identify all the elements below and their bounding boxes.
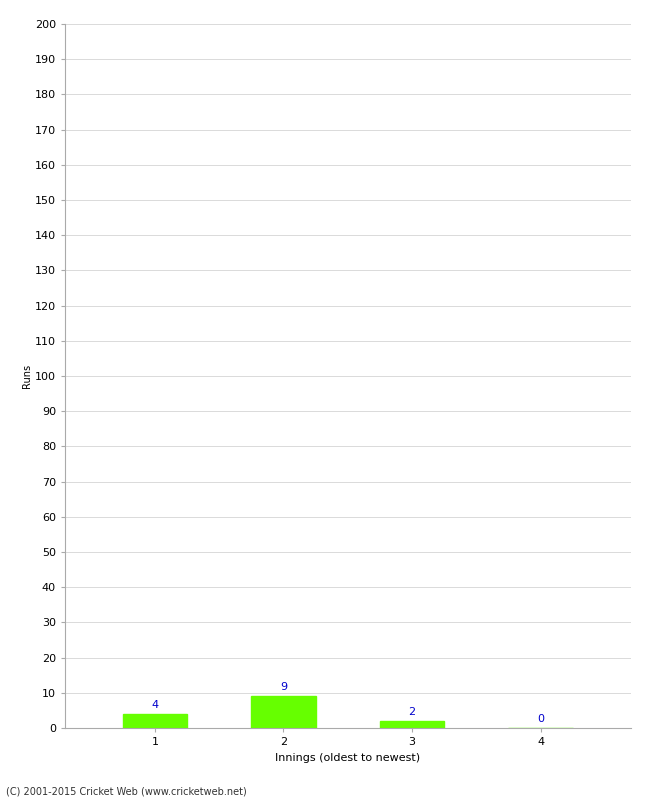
Text: (C) 2001-2015 Cricket Web (www.cricketweb.net): (C) 2001-2015 Cricket Web (www.cricketwe… bbox=[6, 786, 247, 796]
Y-axis label: Runs: Runs bbox=[22, 364, 32, 388]
Text: 9: 9 bbox=[280, 682, 287, 692]
Bar bbox=[123, 714, 187, 728]
Bar bbox=[252, 696, 316, 728]
X-axis label: Innings (oldest to newest): Innings (oldest to newest) bbox=[275, 753, 421, 762]
Bar bbox=[380, 721, 444, 728]
Text: 2: 2 bbox=[408, 706, 415, 717]
Text: 4: 4 bbox=[151, 700, 159, 710]
Text: 0: 0 bbox=[537, 714, 544, 724]
